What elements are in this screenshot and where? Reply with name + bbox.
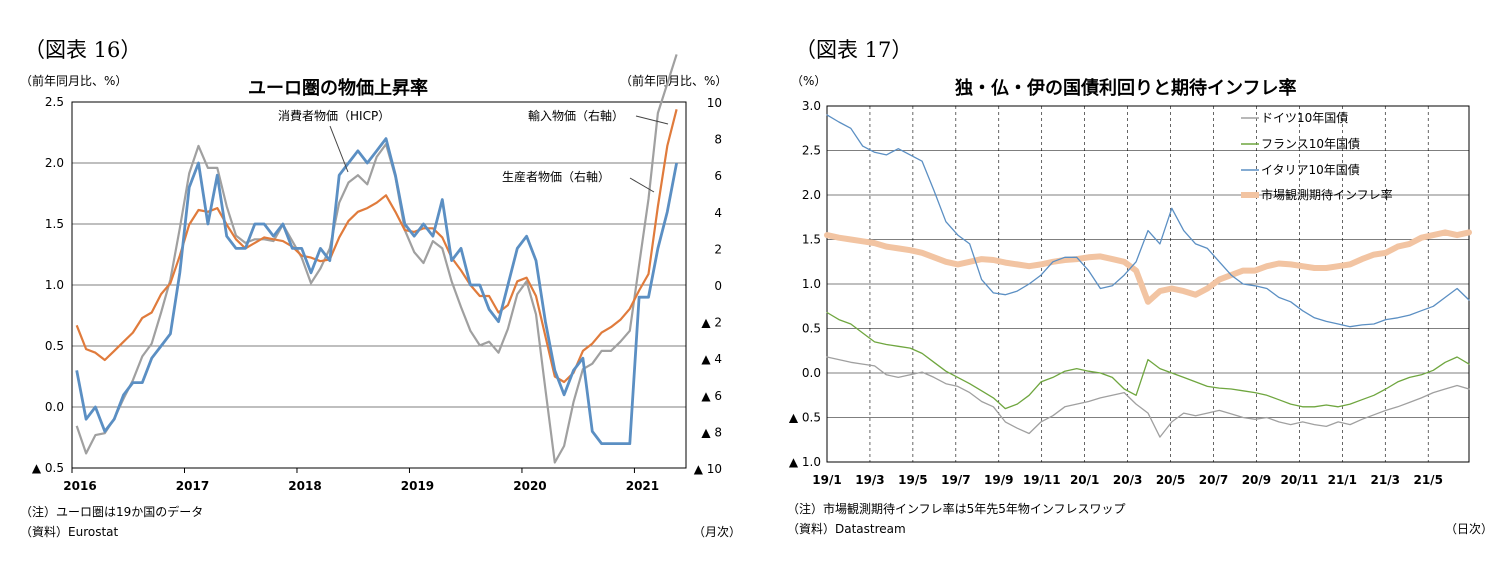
y-tick-label: 2.5 <box>802 144 821 158</box>
legend-label-1: フランス10年国債 <box>1261 136 1360 151</box>
right-axis-unit: （前年同月比、%） <box>620 74 728 88</box>
chart-source: （資料）Eurostat <box>20 525 119 539</box>
x-tick-label: 19/5 <box>898 473 927 487</box>
x-tick-label: 20/3 <box>1113 473 1142 487</box>
x-tick-label: 19/3 <box>855 473 884 487</box>
legend-label-0: ドイツ10年国債 <box>1261 110 1348 125</box>
chart-bond-yields: 3.0 2.5 2.0 1.5 1.0 0.5 0.0 ▲ 0.5 ▲ 1.0 19/1 19/3 1… <box>789 99 1472 487</box>
y-tick-label: 0.0 <box>802 366 821 380</box>
y-tick-label: 2.0 <box>802 188 821 202</box>
x-tick-label: 20/5 <box>1156 473 1185 487</box>
figure-label: （図表 16） <box>24 38 142 62</box>
y-left-tick-label: ▲ 0.5 <box>32 461 64 475</box>
annotation-import: 輸入物価（右軸） <box>528 108 624 123</box>
annotation-hicp: 消費者物価（HICP） <box>278 108 390 123</box>
y-right-tick-label: ▲ 6 <box>701 389 722 403</box>
x-tick-label: 19/1 <box>812 473 841 487</box>
y-tick-label: ▲ 1.0 <box>789 455 821 469</box>
chart-euro-inflation: 2.5 2.0 1.5 1.0 0.5 0.0 ▲ 0.5 10 8 6 4 2 0 ▲ 2 ▲ 4 ▲ 6 ▲… <box>32 54 722 493</box>
y-left-tick-label: 2.0 <box>45 156 64 170</box>
y-left-tick-label: 1.5 <box>45 217 64 231</box>
x-tick-label: 20/11 <box>1280 473 1318 487</box>
y-left-tick-label: 2.5 <box>45 95 64 109</box>
series-line-1 <box>826 311 1470 410</box>
x-tick-label: 19/7 <box>941 473 970 487</box>
x-tick-label: 2017 <box>176 479 209 493</box>
annotation-leader-producer <box>629 177 655 193</box>
x-tick-label: 19/11 <box>1023 473 1061 487</box>
chart-note: （注）ユーロ圏は19か国のデータ <box>20 505 204 519</box>
x-tick-label: 20/7 <box>1199 473 1228 487</box>
panel-figure-16: （図表 16） （前年同月比、%） （前年同月比、%） ユーロ圏の物価上昇率 2… <box>20 38 742 539</box>
y-right-tick-label: 6 <box>714 169 722 183</box>
y-tick-label: 3.0 <box>802 99 821 113</box>
x-tick-label: 21/5 <box>1413 473 1442 487</box>
legend-label-2: イタリア10年国債 <box>1261 162 1360 177</box>
chart-title: 独・仏・伊の国債利回りと期待インフレ率 <box>955 78 1297 99</box>
annotation-leader-import <box>635 115 669 125</box>
left-axis-unit: （前年同月比、%） <box>20 74 128 88</box>
left-axis-unit: （%） <box>791 74 827 88</box>
y-right-tick-label: ▲ 2 <box>701 316 722 330</box>
x-tick-label: 2021 <box>626 479 659 493</box>
x-tick-label: 19/9 <box>984 473 1013 487</box>
series-line-2 <box>826 114 1470 328</box>
annotation-producer: 生産者物価（右軸） <box>502 169 610 184</box>
y-right-tick-label: 10 <box>707 96 722 110</box>
x-tick-label: 20/1 <box>1070 473 1099 487</box>
y-right-tick-label: 4 <box>714 206 722 220</box>
chart-period: （月次） <box>693 525 742 539</box>
series-line-0 <box>75 137 678 446</box>
annotation-leader-hicp <box>329 125 349 173</box>
legend-label-3: 市場観測期待インフレ率 <box>1261 187 1393 202</box>
y-tick-label: 0.5 <box>802 322 821 336</box>
chart-title: ユーロ圏の物価上昇率 <box>248 78 428 99</box>
chart-note: （注）市場観測期待インフレ率は5年先5年物インフレスワップ <box>787 502 1126 516</box>
x-tick-label: 2018 <box>288 479 321 493</box>
y-right-tick-label: 2 <box>714 242 722 256</box>
x-tick-label: 21/3 <box>1371 473 1400 487</box>
x-tick-label: 20/9 <box>1242 473 1271 487</box>
x-tick-label: 21/1 <box>1328 473 1357 487</box>
y-tick-label: 1.5 <box>802 233 821 247</box>
x-tick-label: 2020 <box>513 479 546 493</box>
y-tick-label: 1.0 <box>802 277 821 291</box>
x-tick-label: 2019 <box>401 479 434 493</box>
series-line-0 <box>826 356 1470 438</box>
x-tick-label: 2016 <box>63 479 96 493</box>
y-right-tick-label: ▲ 4 <box>701 352 722 366</box>
y-left-tick-label: 0.5 <box>45 339 64 353</box>
y-right-tick-label: 8 <box>714 133 722 147</box>
y-tick-label: ▲ 0.5 <box>789 411 821 425</box>
y-right-tick-label: 0 <box>714 279 722 293</box>
y-right-tick-label: ▲ 8 <box>701 425 722 439</box>
y-right-tick-label: ▲ 10 <box>694 462 722 476</box>
chart-source: （資料）Datastream <box>787 522 906 536</box>
chart-period: （日次） <box>1445 522 1494 536</box>
y-left-tick-label: 0.0 <box>45 400 64 414</box>
figure-label: （図表 17） <box>795 38 913 62</box>
y-left-tick-label: 1.0 <box>45 278 64 292</box>
panel-figure-17: （図表 17） （%） 独・仏・伊の国債利回りと期待インフレ率 3.0 2.5 2.… <box>755 0 1510 576</box>
series-line-3 <box>824 229 1472 305</box>
series-line-2 <box>75 54 678 464</box>
